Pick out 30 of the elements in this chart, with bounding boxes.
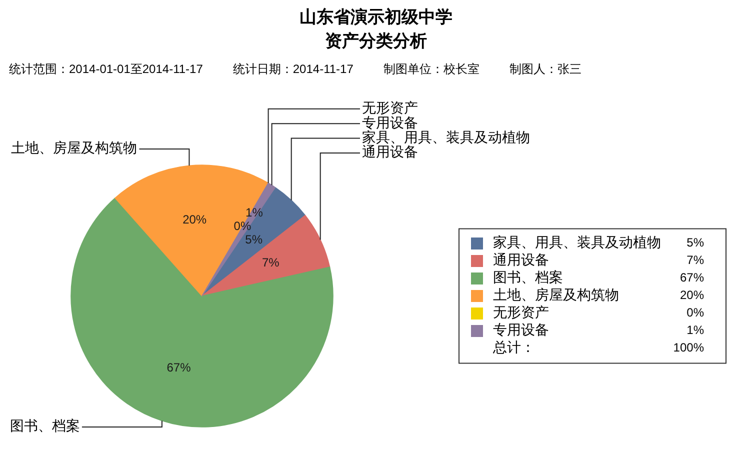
text: 5% (686, 236, 704, 250)
legend-label: 家具、用具、装具及动植物 (493, 234, 661, 250)
data-label: 67% (166, 360, 192, 375)
text: 1% (686, 323, 704, 338)
text: 7% (686, 253, 704, 268)
slice-label: 图书、档案 (10, 418, 80, 434)
slice-label: 通用设备 (362, 144, 418, 160)
text: 统计日期：2014-11-17 (232, 62, 354, 76)
slice-label: 家具、用具、装具及动植物 (362, 129, 530, 146)
text: 制图人：张三 (509, 62, 582, 76)
legend-label: 专用设备 (493, 322, 549, 338)
text: 制图单位：校长室 (383, 62, 480, 76)
legend-label: 土地、房屋及构筑物 (493, 286, 619, 303)
legend-label: 通用设备 (493, 252, 549, 268)
data-label: 7% (262, 256, 280, 270)
slice-label: 土地、房屋及构筑物 (11, 140, 138, 156)
text: 统计范围：2014-01-01至2014-11-17 (9, 62, 204, 76)
text: 100% (673, 340, 704, 355)
data-label: 20% (182, 212, 207, 227)
legend-label: 图书、档案 (493, 269, 563, 286)
slice-label: 专用设备 (362, 114, 418, 130)
text: 总计： (492, 339, 535, 356)
text: 0% (686, 306, 704, 320)
legend-label: 无形资产 (493, 304, 549, 320)
text: 20% (680, 288, 704, 302)
data-label: 5% (245, 232, 263, 247)
chart-subtitle: 资产分类分析 (325, 31, 427, 50)
text: 67% (680, 270, 704, 285)
category-label: 无形资产 (362, 100, 418, 116)
chart-title: 山东省演示初级中学 (300, 7, 452, 26)
